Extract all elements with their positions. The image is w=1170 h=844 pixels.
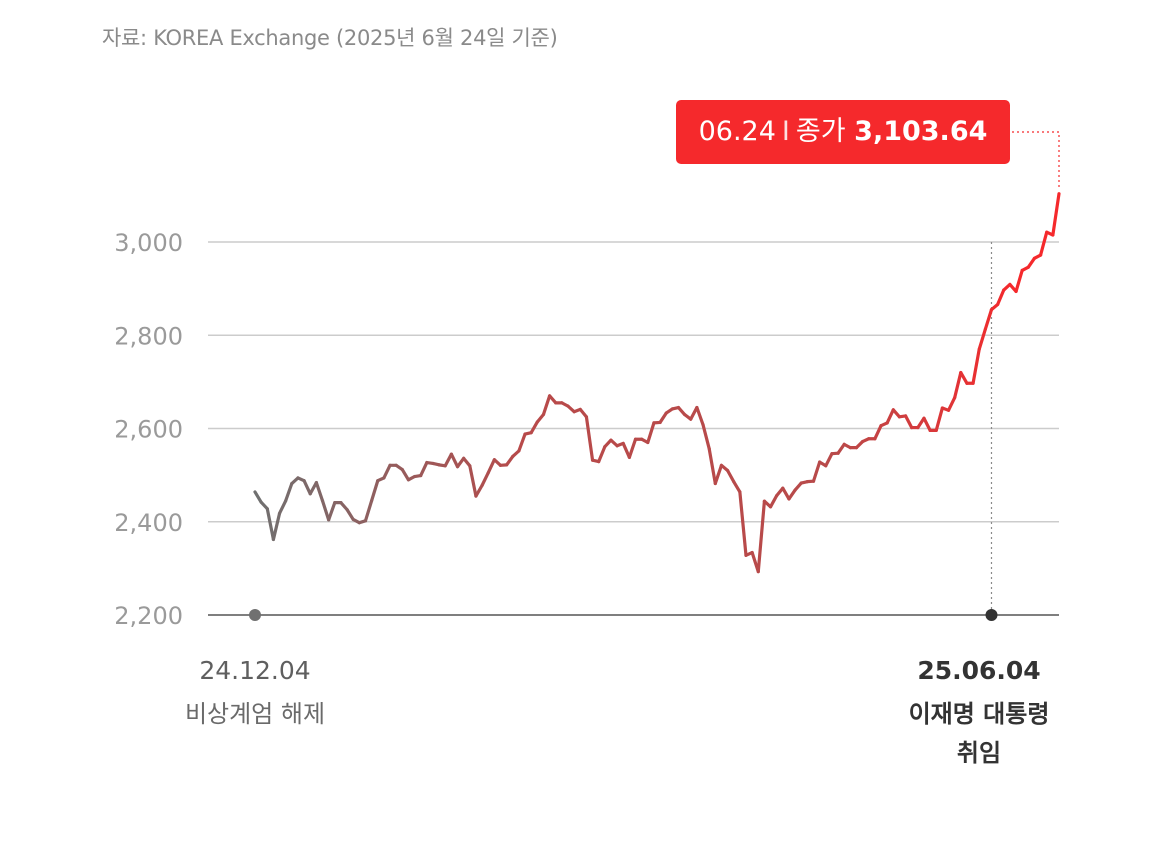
line-segment — [885, 408, 895, 425]
line-segment — [1014, 268, 1024, 294]
line-segment — [695, 405, 705, 427]
line-segment — [327, 501, 337, 522]
line-segment — [959, 370, 969, 385]
y-tick-label: 2,400 — [114, 509, 183, 537]
line-segment — [946, 396, 957, 412]
line-segment — [320, 499, 331, 522]
line-segment — [517, 432, 527, 453]
line-segment — [1026, 256, 1037, 269]
callout-label: 종가 — [795, 116, 846, 147]
line-segment — [996, 288, 1006, 307]
line-segment — [627, 437, 638, 460]
line-segment — [824, 452, 834, 468]
line-segment — [781, 486, 791, 501]
callout-date: 06.24 — [698, 116, 776, 147]
line-segment — [363, 499, 374, 523]
line-segment — [597, 445, 607, 464]
line-segment — [345, 508, 355, 522]
line-segment — [253, 490, 263, 504]
source-note: 자료: KOREA Exchange (2025년 6월 24일 기준) — [102, 26, 558, 50]
line-segment — [971, 347, 981, 385]
index-line — [253, 192, 1061, 574]
line-segment — [811, 460, 822, 483]
line-segment — [787, 488, 797, 501]
line-segment — [953, 370, 963, 400]
line-segment — [903, 414, 914, 430]
line-segment — [535, 412, 546, 424]
line-segment — [474, 483, 484, 498]
line-segment — [768, 494, 779, 509]
end-event-label-line2: 취임 — [957, 739, 1001, 767]
line-segment — [370, 479, 380, 503]
line-segment — [934, 406, 944, 432]
line-segment — [277, 499, 288, 515]
line-segment — [302, 479, 312, 496]
line-segment — [756, 499, 767, 574]
line-segment — [462, 456, 472, 468]
grid-lines — [208, 241, 1059, 523]
line-segment — [922, 416, 932, 432]
line-segment — [449, 452, 460, 469]
start-event-label: 비상계엄 해제 — [185, 700, 325, 728]
y-tick-label: 2,600 — [114, 416, 183, 444]
line-segment — [584, 415, 595, 462]
line-segment — [382, 463, 392, 480]
line-segment — [400, 467, 411, 482]
line-segment — [738, 490, 748, 557]
y-axis-labels: 2,200 2,400 2,600 2,800 3,000 — [114, 229, 183, 630]
line-segment — [977, 327, 987, 351]
end-event-label-line1: 이재명 대통령 — [909, 700, 1050, 728]
line-segment — [732, 480, 742, 494]
start-date-label: 24.12.04 — [199, 656, 310, 685]
callout-leader-line — [1012, 131, 1060, 190]
line-segment — [455, 456, 466, 469]
y-tick-label: 3,000 — [114, 229, 183, 257]
line-segment — [701, 423, 711, 451]
line-segment — [480, 471, 490, 487]
line-segment — [725, 468, 736, 484]
line-segment — [541, 394, 552, 417]
line-segment — [916, 416, 926, 430]
line-segment — [314, 480, 325, 503]
line-segment — [689, 405, 699, 421]
y-tick-label: 2,800 — [114, 322, 183, 350]
callout-value: 3,103.64 — [854, 116, 988, 147]
line-segment — [578, 407, 589, 419]
line-segment — [658, 411, 668, 425]
line-segment — [983, 308, 994, 331]
line-segment — [419, 460, 429, 478]
line-segment — [271, 511, 282, 542]
line-segment — [1051, 192, 1061, 237]
line-segment — [468, 464, 478, 498]
inauguration-marker — [985, 609, 998, 621]
line-segment — [284, 481, 294, 503]
line-segment — [505, 454, 515, 467]
line-segment — [529, 420, 539, 435]
y-tick-label: 2,200 — [114, 602, 183, 630]
close-price-callout: 06.24 I 종가 3,103.64 — [676, 100, 1010, 164]
line-segment — [265, 507, 276, 542]
end-date-label: 25.06.04 — [917, 656, 1040, 685]
line-segment — [873, 424, 883, 441]
martial-law-marker — [249, 609, 261, 621]
line-segment — [646, 421, 656, 445]
line-segment — [713, 463, 724, 486]
line-segment — [1038, 230, 1049, 257]
line-segment — [486, 458, 496, 475]
line-segment — [621, 441, 631, 460]
line-segment — [836, 442, 846, 455]
line-segment — [707, 446, 717, 486]
line-segment — [443, 452, 453, 468]
callout-separator: I — [781, 116, 790, 147]
